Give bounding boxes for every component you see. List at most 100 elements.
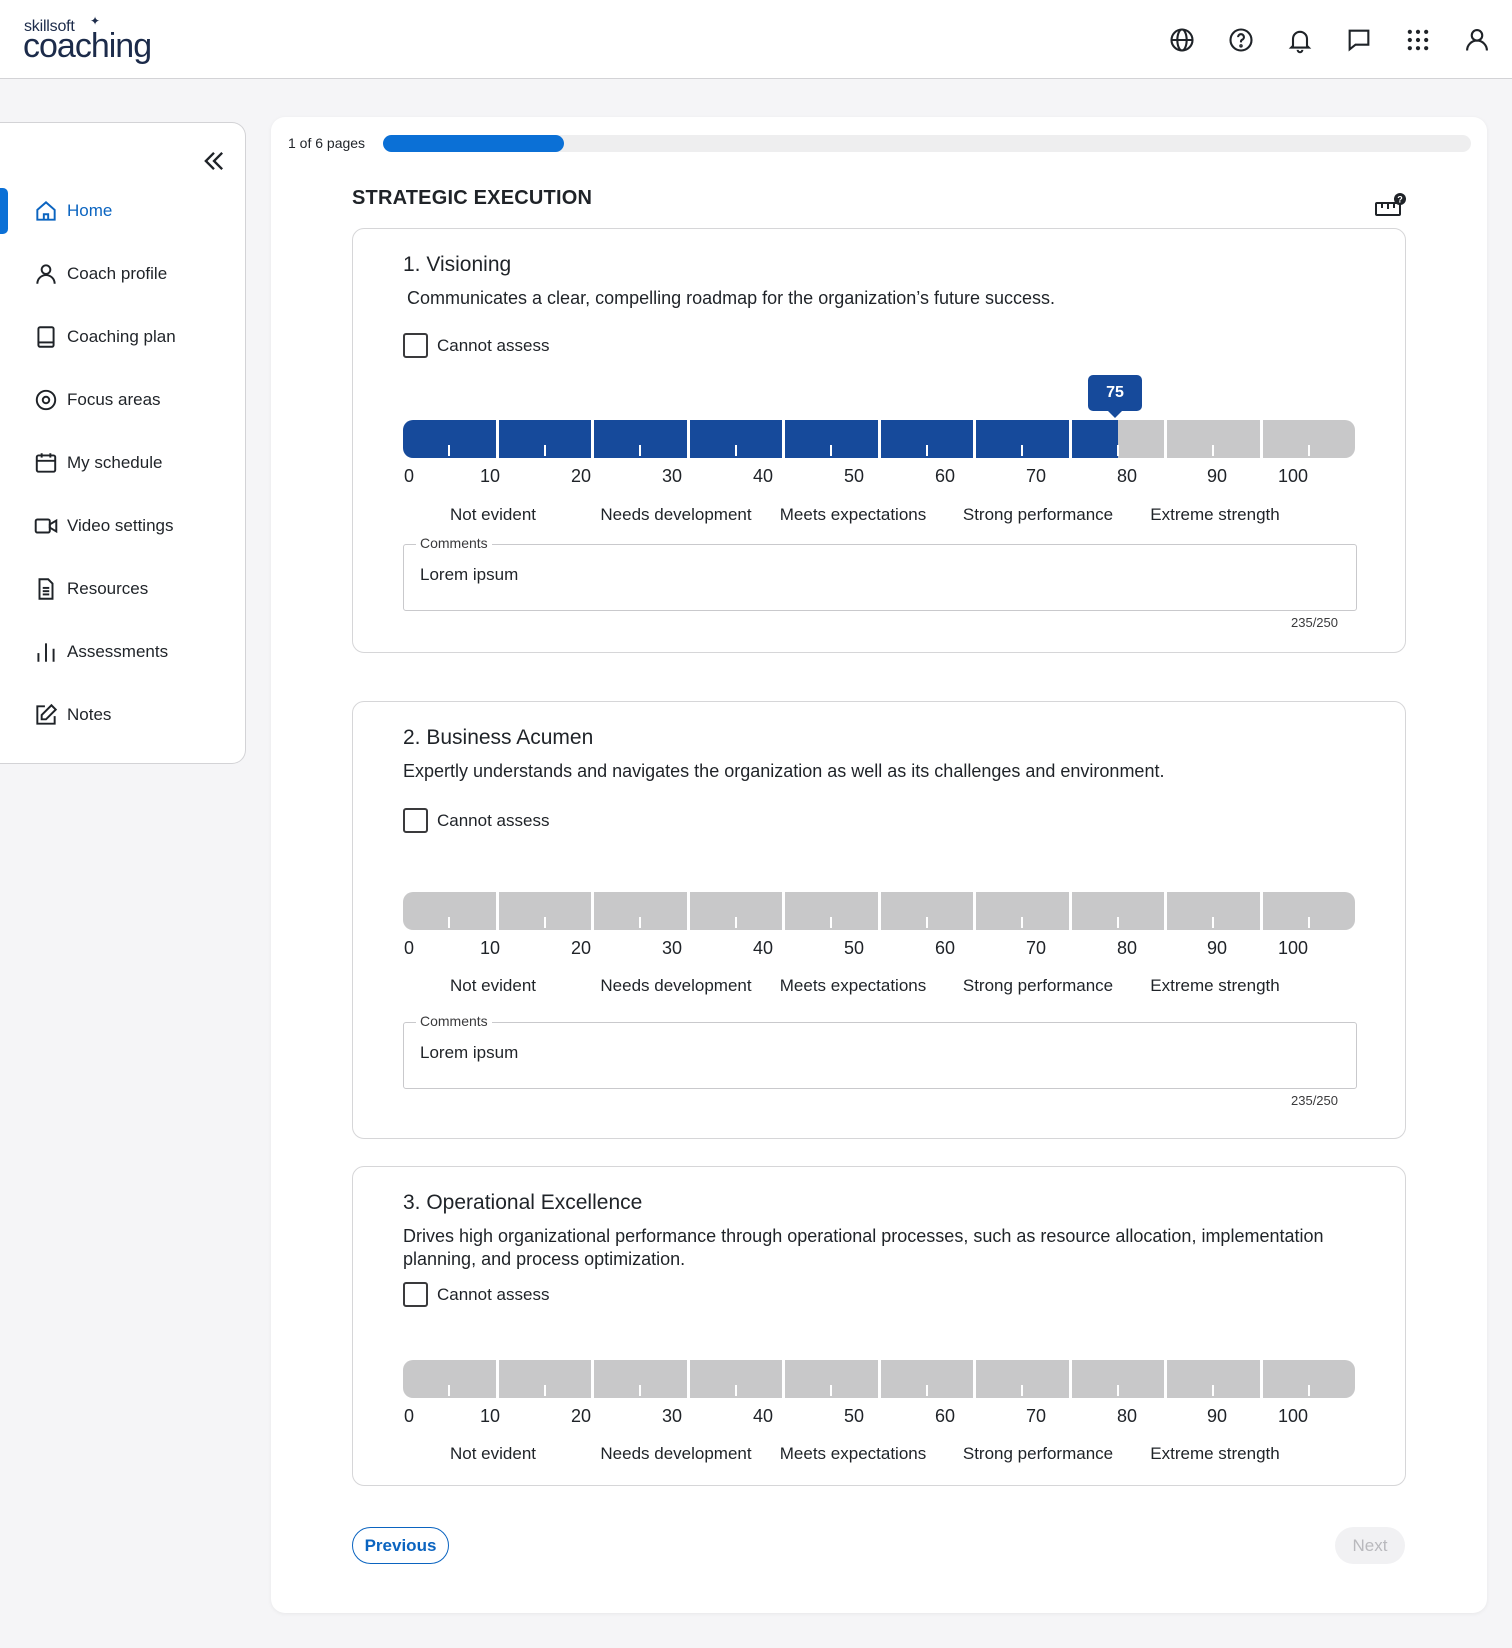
slider-tick — [448, 917, 451, 928]
scale-number: 60 — [934, 466, 956, 486]
scale-label: Extreme strength — [1150, 976, 1280, 995]
scale-label: Not evident — [450, 505, 536, 524]
scale-label: Not evident — [450, 976, 536, 995]
cannot-assess-checkbox[interactable]: Cannot assess — [403, 808, 549, 833]
slider-segment — [785, 420, 878, 458]
chat-icon[interactable] — [1341, 22, 1376, 57]
sidebar-item-video-settings[interactable]: Video settings — [0, 503, 244, 549]
slider-tick — [925, 917, 928, 928]
home-icon — [33, 198, 59, 224]
cannot-assess-checkbox[interactable]: Cannot assess — [403, 1282, 549, 1307]
sidebar-item-label: Focus areas — [67, 390, 161, 409]
help-icon[interactable] — [1223, 22, 1258, 57]
cannot-assess-label: Cannot assess — [437, 335, 550, 355]
slider-tick — [448, 1385, 451, 1396]
scale-number: 30 — [661, 938, 683, 958]
question-description: Drives high organizational performance t… — [403, 1226, 1324, 1269]
apps-grid-icon[interactable] — [1400, 22, 1435, 57]
question-card-operational-excellence: 3. Operational Excellence Drives high or… — [352, 1166, 1406, 1486]
slider-tick — [1021, 1385, 1024, 1396]
sidebar-item-focus-areas[interactable]: Focus areas — [0, 377, 244, 423]
rating-slider[interactable] — [403, 892, 1355, 930]
slider-tick — [1021, 445, 1024, 456]
slider-tick — [1116, 445, 1119, 456]
slider-segment — [594, 420, 687, 458]
bell-icon[interactable] — [1282, 22, 1317, 57]
scale-number: 0 — [403, 466, 415, 486]
slider-tick — [1021, 917, 1024, 928]
document-icon — [33, 576, 59, 602]
user-icon[interactable] — [1459, 22, 1494, 57]
logo-spark-icon: ✦ — [90, 14, 101, 28]
scale-number: 70 — [1025, 1406, 1047, 1426]
slider-segment — [1167, 420, 1260, 458]
slider-segment — [403, 420, 496, 458]
page-progress-fill — [383, 135, 565, 152]
scale-number: 30 — [661, 466, 683, 486]
comments-field[interactable]: Comments Lorem ipsum — [403, 1013, 1357, 1089]
slider-segment — [689, 420, 782, 458]
slider-tick — [639, 917, 642, 928]
scale-label: Not evident — [450, 1444, 536, 1463]
comments-value: Lorem ipsum — [420, 1043, 519, 1062]
checkbox-box[interactable] — [403, 808, 428, 833]
slider-segment — [689, 892, 782, 930]
video-icon — [33, 513, 59, 539]
scale-number: 90 — [1206, 1406, 1228, 1426]
scale-number: 100 — [1277, 1406, 1309, 1426]
character-counter: 235/250 — [1291, 615, 1338, 630]
slider-segment — [498, 420, 591, 458]
scale-number: 90 — [1206, 938, 1228, 958]
character-counter: 235/250 — [1291, 1093, 1338, 1108]
scale-label: Strong performance — [962, 505, 1114, 524]
question-description: Expertly understands and navigates the o… — [403, 761, 1165, 781]
sidebar-item-assessments[interactable]: Assessments — [0, 629, 244, 675]
comments-label: Comments — [416, 535, 492, 551]
scale-label: Meets expectations — [779, 505, 927, 524]
sidebar-item-home[interactable]: Home — [0, 188, 244, 234]
sidebar-item-coaching-plan[interactable]: Coaching plan — [0, 314, 244, 360]
comments-label: Comments — [416, 1013, 492, 1029]
sidebar-item-label: Coaching plan — [67, 327, 176, 346]
rating-slider[interactable] — [403, 420, 1355, 458]
slider-segment — [976, 892, 1069, 930]
slider-tick — [734, 917, 737, 928]
previous-button[interactable]: Previous — [352, 1527, 449, 1564]
slider-tick — [830, 917, 833, 928]
globe-icon[interactable] — [1164, 22, 1199, 57]
slider-tick — [639, 1385, 642, 1396]
cannot-assess-checkbox[interactable]: Cannot assess — [403, 333, 549, 358]
cannot-assess-label: Cannot assess — [437, 1284, 550, 1304]
slider-segment — [976, 1360, 1069, 1398]
sidebar-item-resources[interactable]: Resources — [0, 566, 244, 612]
question-card-visioning: 1. Visioning Communicates a clear, compe… — [352, 228, 1406, 653]
cannot-assess-label: Cannot assess — [437, 810, 550, 830]
slider-segment — [880, 420, 973, 458]
slider-segment — [498, 1360, 591, 1398]
rating-slider[interactable] — [403, 1360, 1355, 1398]
slider-segment — [785, 1360, 878, 1398]
comments-field[interactable]: Comments Lorem ipsum — [403, 535, 1357, 611]
sidebar-item-notes[interactable]: Notes — [0, 692, 244, 738]
checkbox-box[interactable] — [403, 333, 428, 358]
scale-number: 20 — [570, 938, 592, 958]
sidebar-item-label: Assessments — [67, 642, 169, 661]
slider-remaining — [1117, 420, 1164, 458]
slider-segment — [880, 1360, 973, 1398]
slider-segment — [976, 420, 1069, 458]
sidebar-item-my-schedule[interactable]: My schedule — [0, 440, 244, 486]
page-progress-label: 1 of 6 pages — [288, 135, 366, 151]
scale-number: 60 — [934, 1406, 956, 1426]
double-chevron-left-icon[interactable] — [200, 147, 232, 179]
assessment-form-card: 1 of 6 pages STRATEGIC EXECUTION ? 1. Vi… — [271, 117, 1487, 1613]
slider-tick — [1212, 445, 1215, 456]
checkbox-box[interactable] — [403, 1282, 428, 1307]
sidebar-item-label: Resources — [67, 579, 149, 598]
sidebar-item-coach-profile[interactable]: Coach profile — [0, 251, 244, 297]
scale-number: 0 — [403, 938, 415, 958]
rating-scale-help-icon[interactable]: ? — [1374, 193, 1406, 221]
next-button[interactable]: Next — [1335, 1527, 1405, 1564]
question-card-business-acumen: 2. Business Acumen Expertly understands … — [352, 701, 1406, 1139]
scale-label: Extreme strength — [1150, 1444, 1280, 1463]
slider-tick — [1307, 445, 1310, 456]
